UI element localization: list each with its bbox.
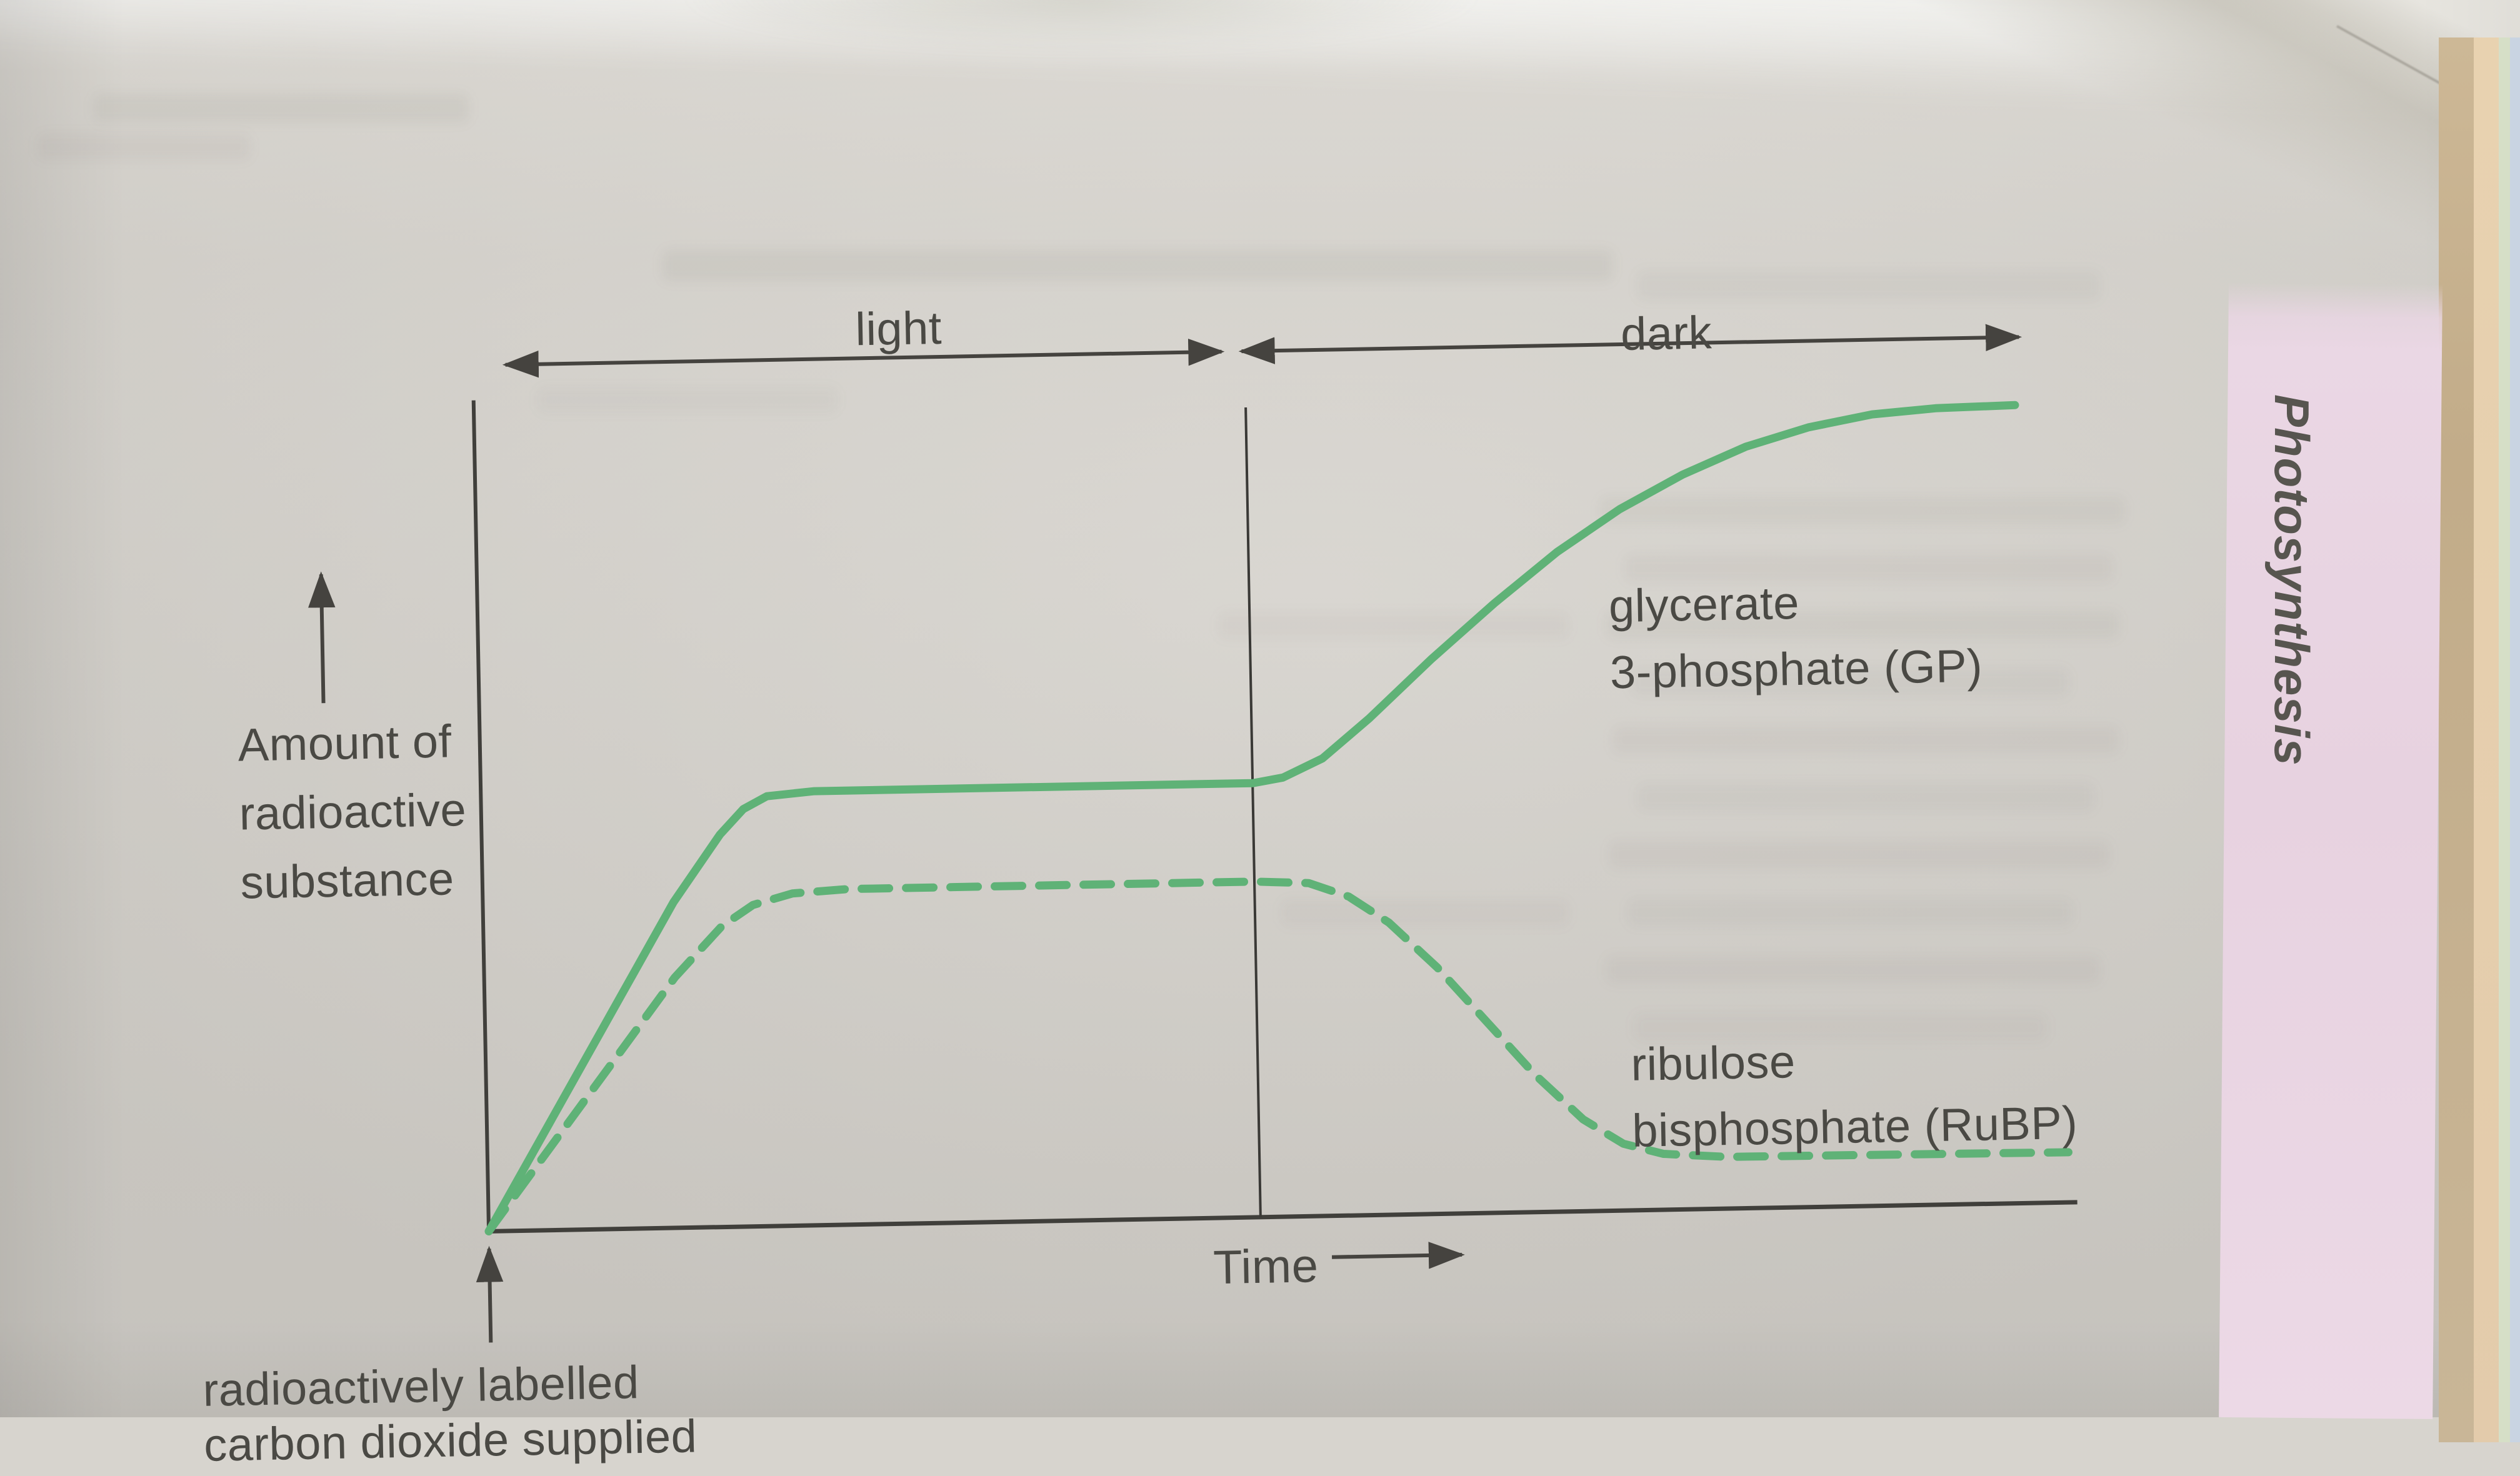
rubp-curve: [484, 877, 2072, 1235]
chapter-tab-title: Photosynthesis: [2264, 394, 2319, 766]
showthrough-text-ghost: [1634, 1014, 2047, 1041]
showthrough-text-ghost: [1609, 841, 2109, 869]
showthrough-text-ghost: [1628, 899, 2072, 926]
x-axis: [487, 1200, 2078, 1234]
showthrough-text-ghost: [1606, 611, 2119, 639]
graph-canvas: [308, 324, 2078, 1343]
calvin-experiment-figure: light dark Amount of radioactive substan…: [202, 302, 2078, 1471]
showthrough-text-ghost: [1638, 271, 2100, 300]
showthrough-text-ghost: [1631, 669, 2069, 696]
dark-period-arrow: [1238, 324, 2022, 364]
ink-showthrough: [0, 0, 2520, 1417]
gp-curve: [484, 401, 2019, 1235]
time-arrow-icon: [1332, 1242, 1465, 1269]
light-dark-divider: [1244, 407, 1262, 1217]
showthrough-text-ghost: [1638, 784, 2094, 811]
co2-supply-annotation-line2: carbon dioxide supplied: [203, 1410, 698, 1471]
showthrough-text-ghost: [662, 250, 1612, 281]
showthrough-text-ghost: [1606, 956, 2100, 984]
page-edge-strip-blue: [2510, 37, 2520, 1442]
showthrough-text-ghost: [1219, 612, 1569, 639]
co2-supply-arrow-icon: [476, 1245, 504, 1343]
page-edge-strip-peach: [2474, 37, 2499, 1442]
showthrough-text-ghost: [1625, 554, 2112, 582]
book-page-edges: Photosynthesis: [2219, 37, 2520, 1442]
showthrough-text-ghost: [1612, 726, 2119, 754]
y-axis: [471, 400, 491, 1232]
page-edge-strip-tan: [2439, 37, 2474, 1442]
showthrough-text-ghost: [94, 94, 469, 122]
showthrough-text-ghost: [1600, 497, 2125, 524]
showthrough-text-ghost: [38, 134, 250, 160]
showthrough-text-ghost: [1281, 900, 1569, 926]
page-edge-strip-green: [2499, 37, 2510, 1442]
light-period-arrow: [502, 338, 1225, 378]
showthrough-text-ghost: [538, 387, 838, 412]
amount-axis-arrow-icon: [308, 571, 336, 704]
